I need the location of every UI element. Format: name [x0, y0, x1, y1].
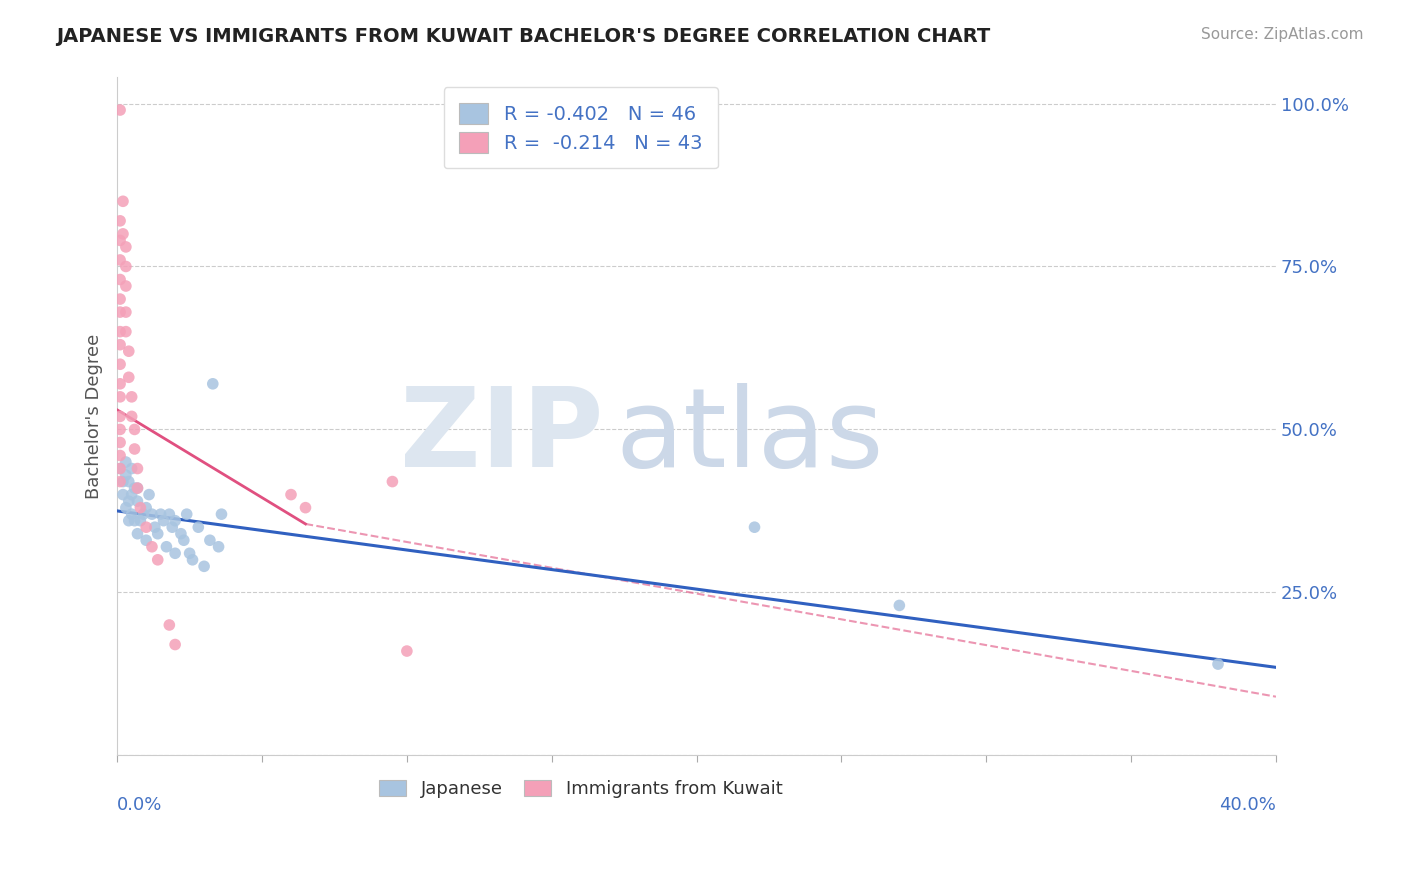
Point: [1206, 657, 1229, 671]
Point: [294, 500, 316, 515]
Point: [118, 344, 141, 359]
Point: [187, 520, 209, 534]
Point: [744, 520, 766, 534]
Point: [176, 507, 198, 521]
Point: [108, 435, 131, 450]
Point: [135, 500, 157, 515]
Point: [115, 455, 138, 469]
Point: [121, 488, 143, 502]
Point: [146, 553, 169, 567]
Text: atlas: atlas: [616, 384, 884, 491]
Point: [157, 618, 180, 632]
Point: [108, 409, 131, 424]
Point: [141, 540, 163, 554]
Text: 40.0%: 40.0%: [1219, 796, 1277, 814]
Point: [108, 376, 131, 391]
Point: [132, 507, 155, 521]
Point: [173, 533, 195, 548]
Point: [121, 409, 143, 424]
Y-axis label: Bachelor's Degree: Bachelor's Degree: [86, 334, 103, 499]
Point: [179, 546, 201, 560]
Point: [108, 461, 131, 475]
Point: [108, 305, 131, 319]
Point: [149, 507, 172, 521]
Point: [115, 240, 138, 254]
Point: [127, 481, 149, 495]
Point: [115, 500, 138, 515]
Point: [155, 540, 177, 554]
Point: [201, 376, 224, 391]
Point: [207, 540, 229, 554]
Point: [181, 553, 204, 567]
Point: [121, 461, 143, 475]
Point: [108, 475, 131, 489]
Point: [124, 442, 146, 456]
Point: [889, 599, 911, 613]
Point: [118, 370, 141, 384]
Point: [121, 507, 143, 521]
Point: [165, 546, 187, 560]
Point: [115, 260, 138, 274]
Point: [115, 305, 138, 319]
Point: [165, 514, 187, 528]
Point: [108, 390, 131, 404]
Point: [381, 475, 404, 489]
Point: [118, 494, 141, 508]
Point: [152, 514, 174, 528]
Point: [108, 357, 131, 371]
Point: [115, 468, 138, 483]
Point: [127, 461, 149, 475]
Point: [118, 514, 141, 528]
Point: [129, 500, 152, 515]
Point: [127, 481, 149, 495]
Point: [157, 507, 180, 521]
Point: [124, 422, 146, 436]
Point: [108, 214, 131, 228]
Point: [170, 526, 193, 541]
Point: [395, 644, 418, 658]
Point: [124, 514, 146, 528]
Point: [111, 194, 134, 209]
Point: [165, 638, 187, 652]
Point: [127, 494, 149, 508]
Point: [141, 507, 163, 521]
Point: [146, 526, 169, 541]
Point: [108, 252, 131, 267]
Point: [121, 390, 143, 404]
Point: [111, 488, 134, 502]
Point: [108, 103, 131, 117]
Point: [193, 559, 215, 574]
Point: [118, 475, 141, 489]
Point: [129, 514, 152, 528]
Point: [135, 520, 157, 534]
Point: [108, 422, 131, 436]
Point: [115, 279, 138, 293]
Point: [143, 520, 166, 534]
Point: [108, 325, 131, 339]
Legend: Japanese, Immigrants from Kuwait: Japanese, Immigrants from Kuwait: [370, 771, 792, 807]
Text: Source: ZipAtlas.com: Source: ZipAtlas.com: [1201, 27, 1364, 42]
Point: [108, 272, 131, 286]
Point: [138, 488, 160, 502]
Point: [108, 461, 131, 475]
Point: [211, 507, 233, 521]
Point: [111, 475, 134, 489]
Point: [135, 533, 157, 548]
Point: [127, 526, 149, 541]
Point: [160, 520, 183, 534]
Text: ZIP: ZIP: [401, 384, 603, 491]
Point: [198, 533, 221, 548]
Point: [108, 292, 131, 306]
Point: [115, 325, 138, 339]
Text: 0.0%: 0.0%: [117, 796, 163, 814]
Point: [111, 227, 134, 241]
Text: JAPANESE VS IMMIGRANTS FROM KUWAIT BACHELOR'S DEGREE CORRELATION CHART: JAPANESE VS IMMIGRANTS FROM KUWAIT BACHE…: [56, 27, 990, 45]
Point: [280, 488, 302, 502]
Point: [108, 234, 131, 248]
Point: [108, 449, 131, 463]
Point: [108, 337, 131, 351]
Point: [124, 481, 146, 495]
